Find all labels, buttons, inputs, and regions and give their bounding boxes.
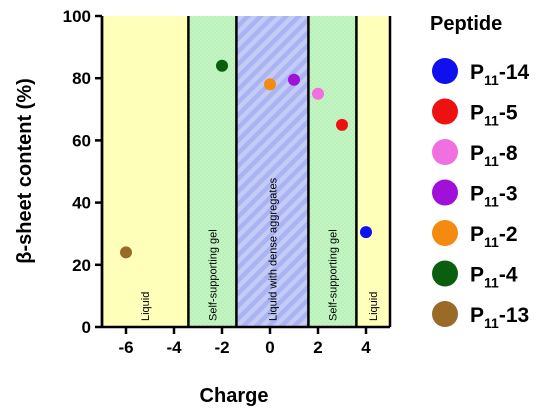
legend-item-p11-4: P11-4 [432,260,518,291]
legend-label: P11-13 [470,304,529,331]
legend-item-p11-2: P11-2 [432,220,518,250]
legend-label: P11-14 [470,61,530,88]
legend-label: P11-4 [470,264,518,291]
point-p11-8 [312,87,324,100]
y-tick-label: 40 [72,194,91,213]
y-tick-label: 0 [82,318,91,337]
point-p11-13 [120,246,132,259]
y-tick-label: 60 [72,131,91,150]
region-label: Liquid with dense aggregates [267,177,279,321]
point-p11-5 [336,118,348,131]
legend-item-p11-3: P11-3 [432,179,518,210]
y-tick-label: 20 [72,256,91,275]
legend-marker [432,260,458,287]
region-pattern [356,16,390,327]
point-p11-3 [288,73,300,86]
legend-marker [432,98,458,125]
x-tick-label: 0 [265,338,274,357]
legend-label: P11-8 [470,142,518,169]
x-axis-title: Charge [200,385,269,407]
data-points [120,59,372,259]
point-p11-14 [360,226,372,239]
x-tick-label: 2 [313,338,322,357]
region-self-supporting-gel-2: Self-supporting gel [188,16,237,327]
point-p11-4 [216,59,228,72]
region-label: Liquid [368,292,380,321]
region-pattern [236,16,309,327]
region-label: Self-supporting gel [207,229,219,321]
point-p11-2 [264,78,276,91]
legend-label: P11-5 [470,102,518,129]
region-pattern [102,16,189,327]
region-liquid-1: Liquid [102,16,189,327]
legend-item-p11-8: P11-8 [432,139,518,169]
legend-marker [432,301,458,327]
legend-marker [432,220,458,246]
legend-item-p11-14: P11-14 [432,58,530,88]
legend-item-p11-13: P11-13 [432,301,529,331]
region-self-supporting-gel-4: Self-supporting gel [308,16,357,327]
x-tick-label: -2 [214,338,229,357]
y-tick-label: 100 [63,7,91,26]
x-tick-label: 4 [361,338,371,357]
legend-marker [432,139,458,165]
region-pattern [308,16,357,327]
y-tick-label: 80 [72,69,91,88]
y-axis-title: β-sheet content (%) [14,78,36,264]
region-label: Self-supporting gel [327,229,339,321]
region-label: Liquid [140,292,152,321]
legend-item-p11-5: P11-5 [432,98,518,129]
phase-regions: Liquid Self-supporting gel Liquid with den… [100,16,392,327]
legend-marker [432,179,458,206]
x-tick-label: -6 [118,338,133,357]
legend-label: P11-3 [470,183,518,210]
legend-label: P11-2 [470,223,518,250]
legend-title: Peptide [430,13,502,35]
legend: Peptide P11-14 P11-5 P11-8 P11-3 P11-2 P11-4 P… [430,13,530,331]
axes: 0 20 40 60 80 100 -6 -4 -2 0 2 4 [63,7,390,357]
region-pattern [188,16,237,327]
region-liquid-with-dense-aggregates-3: Liquid with dense aggregates [236,16,309,327]
x-tick-label: -4 [166,338,182,357]
legend-marker [432,58,458,84]
region-liquid-5: Liquid [356,16,390,327]
